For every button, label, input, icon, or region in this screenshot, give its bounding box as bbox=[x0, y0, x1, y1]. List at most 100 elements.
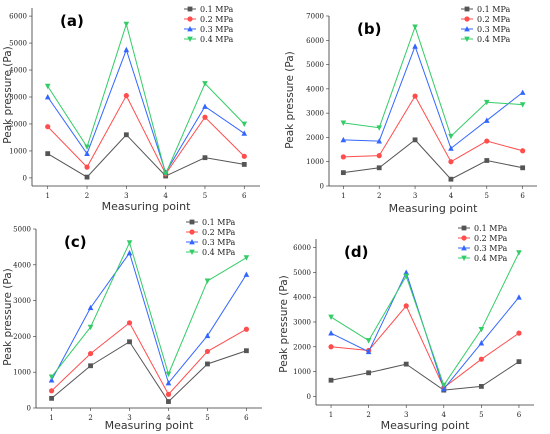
chart-svg: 0 1000 2000 3000 4000 5000 6000 1 2 3 4 5 6 Measuring… bbox=[278, 224, 534, 432]
y-tick-label: 1000 bbox=[293, 368, 311, 376]
y-tick-label: 3000 bbox=[13, 297, 31, 305]
data-point bbox=[84, 150, 90, 157]
data-point bbox=[127, 339, 132, 345]
data-point bbox=[241, 162, 247, 167]
data-point bbox=[243, 255, 250, 261]
data-point bbox=[45, 151, 51, 157]
data-point bbox=[448, 145, 454, 151]
data-point bbox=[340, 170, 346, 176]
legend-entry: 0.4 MPa bbox=[202, 248, 235, 257]
data-point bbox=[45, 124, 51, 130]
data-point bbox=[84, 144, 90, 150]
chart-svg: 0 1000 2000 3000 4000 5000 6000 7000 1 2 3 4 5 6 Measu… bbox=[284, 5, 537, 215]
data-point bbox=[87, 324, 94, 331]
data-point bbox=[366, 370, 372, 376]
series-line-3 bbox=[47, 48, 245, 174]
series-line-1 bbox=[51, 341, 247, 403]
data-point bbox=[340, 120, 347, 126]
data-point bbox=[516, 330, 522, 336]
data-point bbox=[412, 43, 418, 49]
data-point bbox=[519, 89, 526, 95]
y-axis-title: Peak pressure (Pa) bbox=[2, 268, 14, 365]
legend-marker bbox=[464, 26, 470, 32]
data-point bbox=[123, 132, 129, 138]
x-tick-label: 3 bbox=[127, 414, 131, 422]
data-point bbox=[376, 165, 382, 171]
data-point bbox=[483, 99, 490, 106]
y-tick-label: 3000 bbox=[293, 319, 311, 327]
data-point bbox=[123, 93, 129, 99]
legend-marker bbox=[461, 255, 467, 261]
data-point bbox=[483, 117, 490, 123]
data-point bbox=[412, 137, 418, 143]
data-point bbox=[484, 138, 490, 144]
data-point bbox=[328, 344, 334, 350]
legend-entry: 0.2 MPa bbox=[474, 234, 507, 243]
legend-entry: 0.4 MPa bbox=[477, 35, 510, 44]
data-point bbox=[44, 94, 51, 100]
y-tick-label: 6000 bbox=[306, 37, 324, 45]
data-point bbox=[165, 391, 172, 397]
y-tick-label: 2000 bbox=[9, 120, 27, 128]
legend-marker bbox=[187, 26, 193, 32]
series-line-4 bbox=[51, 241, 247, 378]
legend-entry: 0.1 MPa bbox=[202, 218, 235, 227]
data-point bbox=[202, 114, 208, 120]
data-point bbox=[412, 24, 418, 30]
data-point bbox=[340, 136, 347, 143]
x-tick-label: 4 bbox=[449, 192, 454, 200]
data-point bbox=[403, 361, 409, 367]
data-point bbox=[376, 125, 383, 131]
legend-marker bbox=[461, 235, 467, 241]
x-tick-label: 1 bbox=[49, 414, 53, 422]
data-point bbox=[403, 269, 410, 275]
legend-marker bbox=[461, 225, 467, 231]
data-point bbox=[520, 165, 526, 171]
y-axis-title: Peak pressure (Pa) bbox=[284, 51, 296, 148]
x-axis-title: Measuring point bbox=[102, 200, 191, 213]
data-point bbox=[84, 164, 90, 170]
data-point bbox=[123, 46, 130, 53]
data-point bbox=[478, 340, 485, 346]
chart-panel-d: 0 1000 2000 3000 4000 5000 6000 1 2 3 4 5 6 Measuring… bbox=[275, 217, 550, 434]
data-point bbox=[48, 388, 55, 394]
panel-label: (c) bbox=[64, 233, 87, 251]
data-point bbox=[516, 250, 522, 256]
legend-marker bbox=[187, 36, 193, 42]
legend-entry: 0.4 MPa bbox=[474, 254, 507, 263]
legend-marker bbox=[189, 229, 195, 235]
chart-panel-b: 0 1000 2000 3000 4000 5000 6000 7000 1 2 3 4 5 6 Measu… bbox=[275, 0, 550, 217]
x-axis-title: Measuring point bbox=[381, 419, 470, 432]
series-line-4 bbox=[330, 252, 520, 387]
x-axis-title: Measuring point bbox=[105, 419, 194, 432]
x-tick-label: 6 bbox=[517, 411, 522, 419]
y-tick-label: 3000 bbox=[306, 110, 324, 118]
data-point bbox=[448, 176, 454, 182]
x-tick-label: 6 bbox=[242, 192, 247, 200]
y-tick-label: 1000 bbox=[9, 147, 27, 155]
data-point bbox=[478, 327, 485, 333]
data-point bbox=[241, 121, 248, 127]
data-point bbox=[126, 320, 133, 326]
data-point bbox=[365, 348, 372, 355]
x-tick-label: 6 bbox=[520, 192, 525, 200]
x-tick-label: 1 bbox=[329, 411, 333, 419]
data-point bbox=[243, 271, 250, 277]
y-tick-label: 6000 bbox=[293, 244, 311, 252]
y-tick-label: 2000 bbox=[293, 343, 311, 351]
legend-entry: 0.3 MPa bbox=[474, 244, 507, 253]
legend-entry: 0.3 MPa bbox=[200, 25, 233, 34]
series-line-2 bbox=[51, 322, 247, 396]
legend-marker bbox=[464, 6, 470, 12]
x-tick-label: 3 bbox=[413, 192, 417, 200]
data-point bbox=[328, 377, 334, 383]
data-point bbox=[88, 363, 93, 369]
chart-svg: 0 1000 2000 3000 4000 5000 6000 1 2 3 4 5 6 Measuring… bbox=[2, 5, 260, 213]
data-point bbox=[87, 304, 94, 311]
data-point bbox=[440, 385, 447, 392]
legend-marker bbox=[189, 219, 195, 225]
data-point bbox=[48, 374, 55, 380]
series-line-4 bbox=[47, 22, 245, 176]
panel-label: (d) bbox=[344, 243, 368, 261]
data-point bbox=[244, 348, 249, 354]
